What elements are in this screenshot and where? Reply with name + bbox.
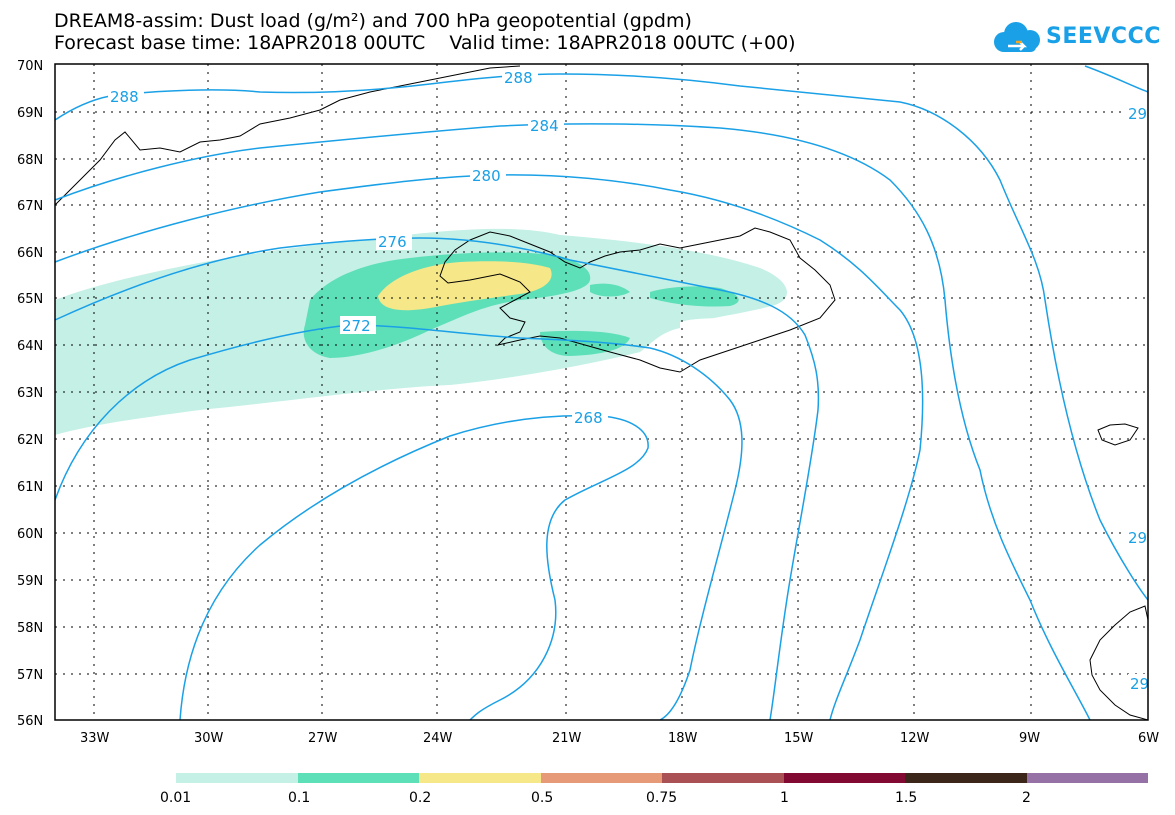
lon-label: 18W (668, 731, 698, 746)
lon-label: 9W (1019, 731, 1040, 746)
colorbar-swatch (662, 773, 784, 783)
lat-label: 58N (17, 621, 43, 636)
lat-label: 66N (17, 246, 43, 261)
colorbar-swatch (541, 773, 662, 783)
map-title: DREAM8-assim: Dust load (g/m²) and 700 h… (54, 10, 692, 32)
map-frame (54, 63, 1149, 721)
contour-284 (54, 123, 1091, 721)
lon-label: 27W (308, 731, 338, 746)
contour-label: 29 (1130, 675, 1149, 693)
contour-label: 268 (574, 409, 603, 427)
lon-label: 15W (784, 731, 814, 746)
colorbar-label: 1 (780, 790, 789, 806)
colorbar-swatch (784, 773, 905, 783)
contour-276 (54, 237, 820, 721)
colorbar-label: 0.5 (531, 790, 553, 806)
contour-label: 29 (1128, 529, 1147, 547)
lat-label: 64N (17, 339, 43, 354)
contour-label: 276 (378, 233, 407, 251)
colorbar-label: 1.5 (895, 790, 917, 806)
lon-label: 33W (80, 731, 110, 746)
cloud-logo-icon (994, 22, 1040, 52)
dust-load-field (55, 228, 787, 435)
colorbar-swatch (1027, 773, 1148, 783)
lat-label: 63N (17, 386, 43, 401)
colorbar-label: 2 (1022, 790, 1031, 806)
contour-272 (54, 324, 743, 721)
lon-label: 12W (900, 731, 930, 746)
colorbar: 0.01 0.1 0.2 0.5 0.75 1 1.5 2 (160, 773, 1148, 806)
colorbar-swatch (176, 773, 298, 783)
contour-280 (54, 174, 924, 721)
dust-region-medium-2 (540, 330, 630, 356)
graticule (55, 64, 1148, 720)
colorbar-label: 0.01 (160, 790, 191, 806)
dust-region-medium-4 (590, 283, 630, 297)
contour-288 (54, 73, 1149, 601)
colorbar-swatch (905, 773, 1027, 783)
colorbar-swatch (419, 773, 541, 783)
contour-268 (179, 414, 649, 721)
colorbar-label: 0.2 (409, 790, 431, 806)
lat-label: 59N (17, 574, 43, 589)
lon-label: 21W (552, 731, 582, 746)
logo-text: SEEVCCC (1046, 24, 1161, 49)
contour-label: 284 (530, 117, 559, 135)
lat-label: 70N (17, 59, 43, 74)
colorbar-label: 0.1 (288, 790, 310, 806)
lat-label: 60N (17, 527, 43, 542)
contour-label-group: 288 288 284 280 276 272 268 29 29 29 (108, 68, 1149, 693)
contour-label: 288 (504, 69, 533, 87)
forecast-time-line: Forecast base time: 18APR2018 00UTC Vali… (54, 32, 796, 54)
contour-label: 280 (472, 167, 501, 185)
coast-faroes (1097, 423, 1139, 446)
lat-label: 65N (17, 292, 43, 307)
contour-label: 272 (342, 317, 371, 335)
lat-label: 68N (17, 153, 43, 168)
contour-label: 29 (1128, 105, 1147, 123)
dust-region-white-gap (680, 318, 787, 341)
lat-label: 61N (17, 480, 43, 495)
coast-greenland (54, 65, 521, 206)
colorbar-swatch (298, 773, 419, 783)
lon-label: 6W (1138, 731, 1159, 746)
lat-label: 67N (17, 199, 43, 214)
lat-label: 56N (17, 714, 43, 729)
geopotential-contours (54, 65, 1149, 721)
colorbar-label: 0.75 (646, 790, 677, 806)
latitude-labels: 70N 69N 68N 67N 66N 65N 64N 63N 62N 61N … (17, 59, 43, 729)
contour-label: 288 (110, 88, 139, 106)
lon-label: 24W (423, 731, 453, 746)
lon-label: 30W (194, 731, 224, 746)
longitude-labels: 33W 30W 27W 24W 21W 18W 15W 12W 9W 6W (80, 731, 1159, 746)
coast-iceland (439, 227, 836, 373)
dust-region-medium-3 (650, 286, 739, 307)
coast-scotland (1089, 605, 1149, 721)
contour-292-top (1084, 65, 1149, 93)
dust-region-high (378, 261, 552, 311)
lat-label: 62N (17, 433, 43, 448)
lat-label: 57N (17, 668, 43, 683)
lat-label: 69N (17, 106, 43, 121)
